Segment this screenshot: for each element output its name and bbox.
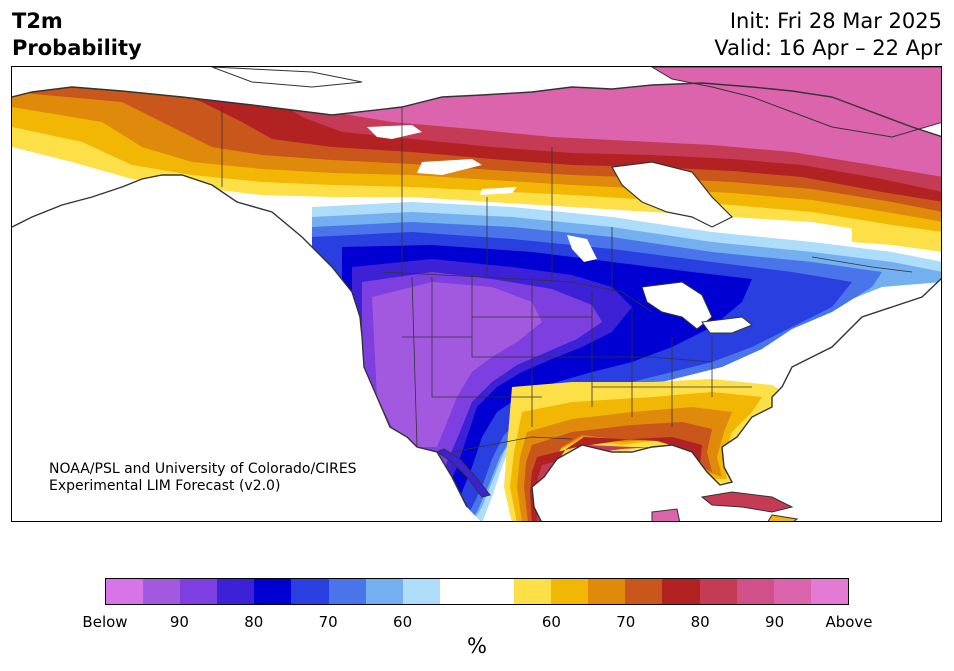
colorbar-segment xyxy=(662,579,700,604)
colorbar-unit: % xyxy=(467,634,487,658)
colorbar-tick-label: 70 xyxy=(318,613,338,631)
colorbar-segment xyxy=(736,579,774,604)
forecast-map xyxy=(11,66,942,522)
colorbar-segment xyxy=(106,579,144,604)
title-block-right: Init: Fri 28 Mar 2025 Valid: 16 Apr – 22… xyxy=(714,8,942,62)
colorbar-tick-label: 60 xyxy=(541,613,561,631)
colorbar-segment xyxy=(291,579,329,604)
colorbar-tick-label: Above xyxy=(825,613,873,631)
init-date: Init: Fri 28 Mar 2025 xyxy=(729,9,942,33)
colorbar-segment xyxy=(402,579,440,604)
colorbar-segment xyxy=(773,579,811,604)
colorbar-segment xyxy=(143,579,181,604)
colorbar-tick-label: 90 xyxy=(169,613,189,631)
colorbar-segment xyxy=(810,579,848,604)
colorbar-tick-label: 80 xyxy=(690,613,710,631)
colorbar-tick-label: 60 xyxy=(393,613,413,631)
colorbar-segment xyxy=(328,579,366,604)
title-block-left: T2m Probability xyxy=(12,8,142,62)
credit-line-2: Experimental LIM Forecast (v2.0) xyxy=(49,478,281,494)
colorbar-tick-label: Below xyxy=(82,613,128,631)
colorbar-segment xyxy=(625,579,663,604)
colorbar-segment xyxy=(588,579,626,604)
colorbar-segment xyxy=(217,579,255,604)
colorbar-segment xyxy=(439,579,477,604)
probability-shading xyxy=(12,83,941,521)
colorbar xyxy=(105,578,849,605)
map-canvas xyxy=(12,67,941,521)
variable-title: T2m xyxy=(12,9,63,33)
political-borders xyxy=(221,107,913,453)
colorbar-tick-label: 80 xyxy=(244,613,264,631)
colorbar-tick-label: 70 xyxy=(616,613,636,631)
colorbar-segment xyxy=(180,579,218,604)
credit-line-1: NOAA/PSL and University of Colorado/CIRE… xyxy=(49,461,357,477)
colorbar-segment xyxy=(365,579,403,604)
colorbar-segment xyxy=(254,579,292,604)
credit-text: NOAA/PSL and University of Colorado/CIRE… xyxy=(49,461,357,495)
product-title: Probability xyxy=(12,36,142,60)
colorbar-segment xyxy=(551,579,589,604)
colorbar-segment xyxy=(699,579,737,604)
colorbar-segment xyxy=(476,579,515,604)
colorbar-tick-label: 90 xyxy=(765,613,785,631)
valid-range: Valid: 16 Apr – 22 Apr xyxy=(714,36,942,60)
colorbar-segment xyxy=(514,579,552,604)
